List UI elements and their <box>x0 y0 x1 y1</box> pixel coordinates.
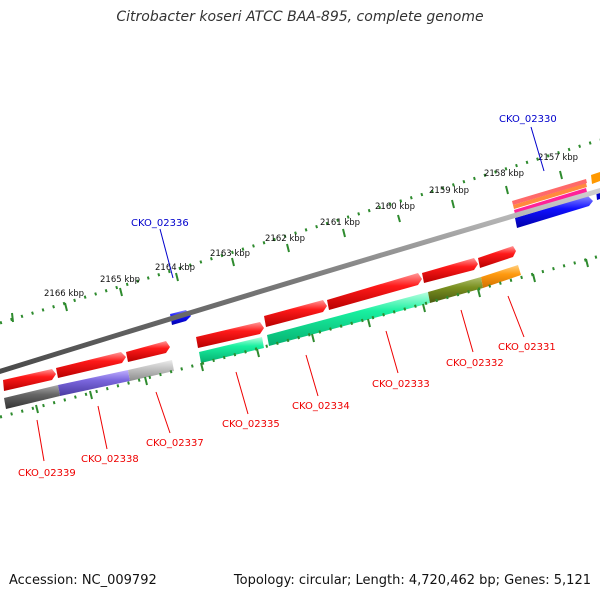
major-ticks-inner <box>35 258 589 414</box>
kbp-label: 2166 kbp <box>44 289 84 299</box>
kbp-label: 2165 kbp <box>100 275 140 285</box>
bottom-strand-genes-row1 <box>3 246 516 391</box>
gene-arrow <box>196 322 264 348</box>
gene-arrow <box>478 246 516 268</box>
gene-labels: CKO_02330 CKO_02336 CKO_02331 CKO_02332 … <box>18 114 557 479</box>
kbp-label: 2161 kbp <box>320 218 360 228</box>
kbp-label: 2160 kbp <box>375 202 415 212</box>
outer-tick-band <box>0 138 600 325</box>
gene-arrow <box>422 258 478 283</box>
gene-arrow <box>56 352 126 378</box>
gene-arrow <box>515 196 593 228</box>
gene-bar <box>58 370 130 396</box>
callout-lines <box>36 126 545 462</box>
gene-label: CKO_02333 <box>372 379 430 390</box>
gene-arrow <box>591 172 600 184</box>
gene-arrow <box>264 300 327 327</box>
kbp-label: 2159 kbp <box>429 186 469 196</box>
gene-label: CKO_02332 <box>446 358 504 369</box>
major-ticks-outer <box>11 170 563 323</box>
gene-arrow <box>512 179 587 205</box>
gene-bar <box>4 385 60 409</box>
gene-bar <box>267 292 430 346</box>
gene-bar <box>199 337 264 363</box>
gene-bar <box>128 360 174 381</box>
bottom-strand-genes-row2 <box>4 265 521 409</box>
inner-tick-band <box>0 254 600 419</box>
gene-label: CKO_02339 <box>18 468 76 479</box>
gene-arrow <box>327 273 422 310</box>
page-title: Citrobacter koseri ATCC BAA-895, complet… <box>116 9 484 25</box>
kbp-label: 2164 kbp <box>155 263 195 273</box>
gene-label: CKO_02330 <box>499 114 557 125</box>
gene-label: CKO_02334 <box>292 401 350 412</box>
kbp-label: 2158 kbp <box>484 169 524 179</box>
gene-label: CKO_02335 <box>222 419 280 430</box>
gene-label: CKO_02331 <box>498 342 556 353</box>
kbp-label: 2162 kbp <box>265 234 305 244</box>
accession-text: Accession: NC_009792 <box>9 573 157 588</box>
kbp-label: 2157 kbp <box>538 153 578 163</box>
gene-arrow <box>513 183 587 209</box>
genome-summary-text: Topology: circular; Length: 4,720,462 bp… <box>233 573 591 588</box>
gene-arrow <box>3 369 56 391</box>
gene-label: CKO_02336 <box>131 218 189 229</box>
kbp-scale-labels: 2157 kbp 2158 kbp 2159 kbp 2160 kbp 2161… <box>44 153 578 299</box>
gene-arrow <box>514 188 587 214</box>
gene-arrow <box>126 341 170 362</box>
genome-backbone <box>0 187 600 374</box>
gene-bar <box>428 277 483 303</box>
gene-bar <box>481 265 521 288</box>
gene-label: CKO_02338 <box>81 454 139 465</box>
gene-label: CKO_02337 <box>146 438 204 449</box>
kbp-label: 2163 kbp <box>210 249 250 259</box>
